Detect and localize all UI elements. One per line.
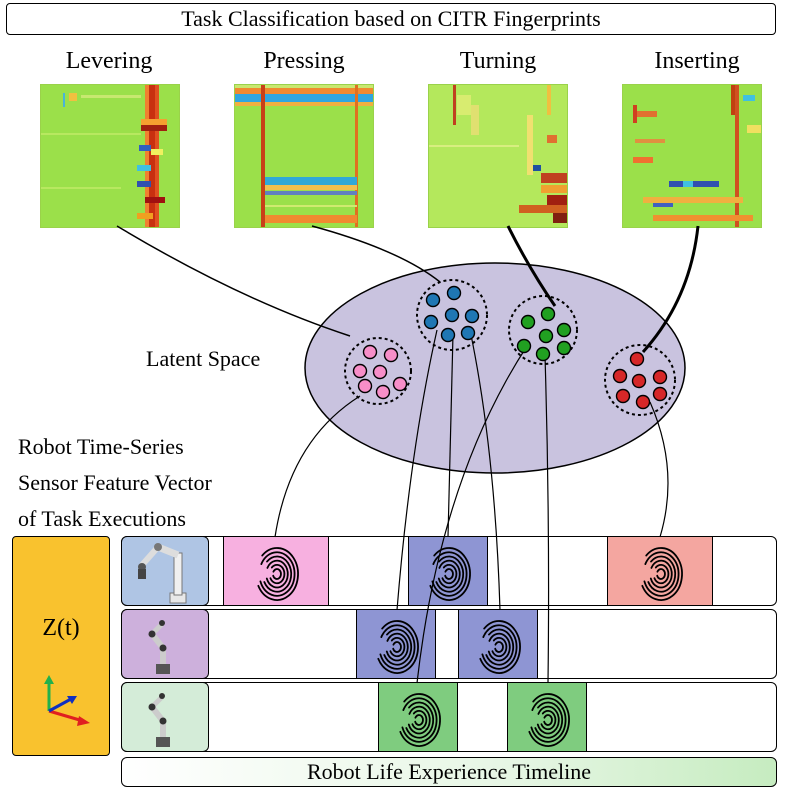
robot-desc-line-2: Sensor Feature Vector: [18, 470, 212, 495]
execution-inserting: [607, 536, 713, 606]
link-inserting-exec: [649, 401, 669, 538]
timeline-bar: Robot Life Experience Timeline: [121, 757, 777, 787]
task-label-turning: Turning: [459, 48, 537, 74]
robot-lane-2: [121, 609, 777, 679]
latent-space-ellipse: [304, 262, 686, 474]
robot-cell-1: [121, 536, 209, 606]
robot-desc-line-3: of Task Executions: [18, 506, 186, 531]
execution-pressing-2: [356, 609, 436, 679]
link-pressing-heatmap: [311, 225, 441, 283]
fingerprint-icon: [479, 620, 521, 674]
task-label-levering: Levering: [65, 48, 153, 74]
fingerprint-icon: [429, 547, 471, 601]
execution-turning-1: [378, 682, 458, 752]
heatmap-inserting: [622, 84, 762, 228]
robot-arm-icon: [148, 620, 170, 674]
robot-cell-3: [121, 682, 209, 752]
fingerprint-icon: [399, 693, 441, 747]
fingerprint-icon: [377, 620, 419, 674]
link-levering-exec: [274, 395, 361, 538]
cluster-ring-inserting: [604, 344, 676, 416]
fingerprint-icon: [528, 693, 570, 747]
execution-turning-2: [507, 682, 587, 752]
execution-pressing-3: [458, 609, 538, 679]
cluster-ring-turning: [508, 295, 578, 365]
cluster-turning: [516, 306, 572, 362]
link-inserting-heatmap: [641, 225, 700, 354]
link-levering-heatmap: [116, 225, 351, 337]
link-pressing-exec-1: [447, 333, 454, 538]
cluster-levering: [352, 344, 408, 400]
fingerprint-icon: [257, 547, 299, 601]
robot-feature-description: Robot Time-Series Sensor Feature Vector …: [18, 429, 212, 537]
execution-levering: [223, 536, 329, 606]
cluster-ring-levering: [344, 337, 412, 405]
robot-arm-icon: [138, 543, 187, 604]
heatmap-levering: [40, 84, 180, 228]
task-label-inserting: Inserting: [654, 48, 740, 74]
task-label-pressing: Pressing: [263, 48, 345, 74]
cluster-pressing: [423, 285, 480, 343]
diagram-title: Task Classification based on CITR Finger…: [6, 3, 776, 35]
axes-icon: [44, 675, 90, 726]
robot-cell-2: [121, 609, 209, 679]
latent-space-label: Latent Space: [146, 346, 261, 371]
cluster-ring-pressing: [416, 279, 488, 351]
heatmap-pressing: [234, 84, 374, 228]
latent-vector-box: Z(t): [12, 536, 110, 756]
heatmap-turning: [428, 84, 568, 228]
robot-arm-icon: [148, 693, 170, 747]
execution-pressing-1: [408, 536, 488, 606]
link-turning-heatmap: [506, 225, 557, 307]
z-label: Z(t): [42, 615, 80, 641]
cluster-inserting: [612, 351, 668, 410]
fingerprint-icon: [641, 547, 683, 601]
robot-desc-line-1: Robot Time-Series: [18, 434, 184, 459]
